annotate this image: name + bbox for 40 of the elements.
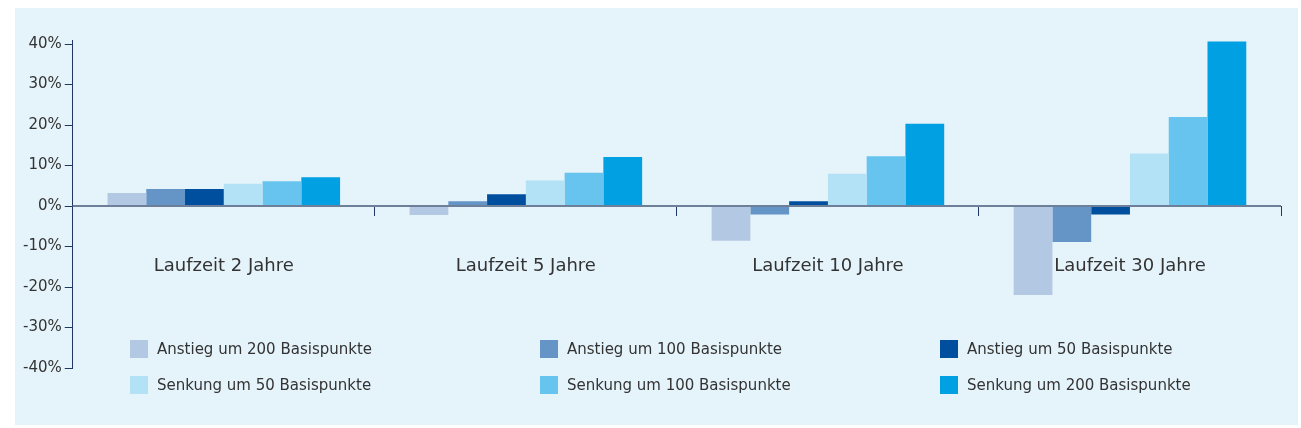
- bar: [1013, 206, 1053, 296]
- y-tick-label: 40%: [28, 33, 62, 52]
- legend-label: Senkung um 50 Basispunkte: [157, 376, 372, 394]
- y-tick-label: 0%: [37, 195, 62, 214]
- bar: [487, 194, 526, 206]
- bar: [1129, 153, 1169, 206]
- x-tick-label: Laufzeit 2 Jahre: [153, 253, 294, 275]
- bar: [827, 173, 867, 206]
- y-tick-label: 10%: [28, 155, 62, 174]
- bar: [146, 189, 186, 206]
- bar: [262, 181, 302, 206]
- x-tick-label: Laufzeit 5 Jahre: [455, 253, 596, 275]
- bar: [223, 183, 263, 206]
- bar: [1052, 206, 1092, 243]
- bar: [1091, 206, 1130, 215]
- legend-label: Senkung um 200 Basispunkte: [967, 376, 1191, 394]
- y-tick-label: -20%: [22, 276, 62, 295]
- x-tick-label: Laufzeit 30 Jahre: [1054, 253, 1206, 275]
- x-tick-label: Laufzeit 10 Jahre: [752, 253, 904, 275]
- bar: [1168, 116, 1208, 206]
- y-tick-label: 20%: [28, 114, 62, 133]
- bar: [711, 206, 751, 241]
- bar: [525, 180, 565, 206]
- y-tick-label: -40%: [22, 357, 62, 376]
- legend-label: Anstieg um 50 Basispunkte: [967, 340, 1173, 358]
- bar: [603, 157, 643, 206]
- legend-label: Senkung um 100 Basispunkte: [567, 376, 791, 394]
- bar: [301, 177, 341, 206]
- legend-label: Anstieg um 100 Basispunkte: [567, 340, 783, 358]
- bar: [750, 206, 790, 215]
- y-tick-label: -30%: [22, 317, 62, 336]
- bar: [185, 189, 224, 206]
- bar: [905, 123, 945, 206]
- bar: [866, 156, 906, 206]
- bar: [107, 193, 147, 206]
- legend-label: Anstieg um 200 Basispunkte: [157, 340, 373, 358]
- bar: [564, 172, 604, 206]
- y-tick-label: -10%: [22, 236, 62, 255]
- bar: [1207, 41, 1247, 206]
- y-tick-label: 30%: [28, 74, 62, 93]
